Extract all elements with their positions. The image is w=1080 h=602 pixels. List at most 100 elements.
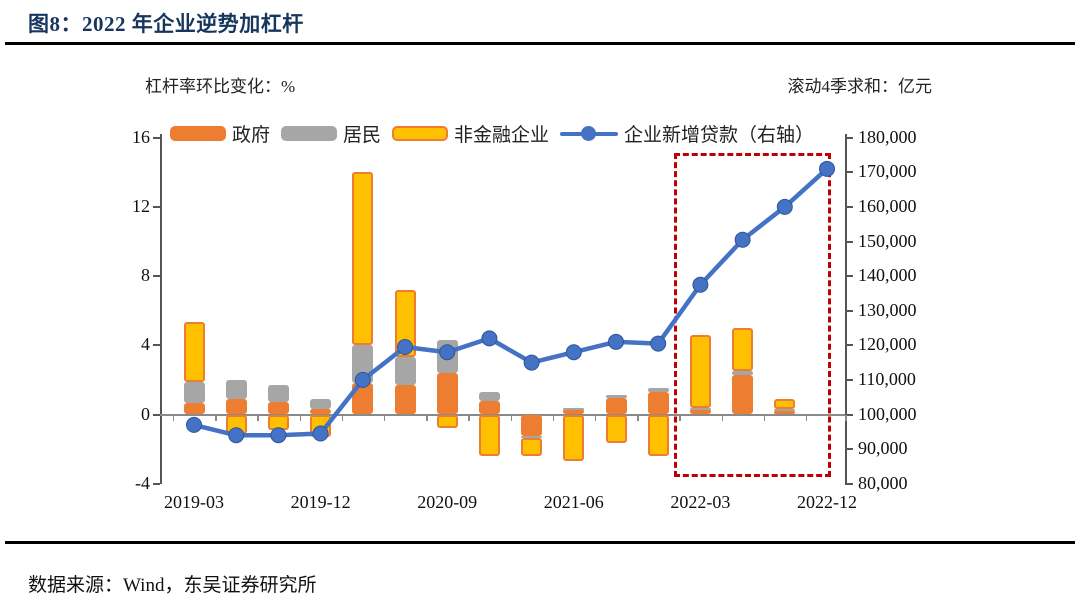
x-axis-tick (257, 414, 259, 421)
x-axis-tick (594, 414, 597, 421)
loans-point-2022-09 (776, 198, 793, 215)
right-axis-tick-label: 150,000 (858, 230, 917, 251)
bar-segment-2021-09 (605, 414, 627, 444)
highlight-box-2022 (674, 153, 831, 477)
bar-segment-2022-06 (732, 328, 754, 372)
x-axis-label: 2019-03 (164, 492, 224, 512)
x-axis-tick (721, 414, 723, 421)
bar-segment-2020-06 (394, 385, 416, 415)
left-axis-tick-label: 12 (132, 195, 150, 216)
right-axis-tick-label: 160,000 (858, 195, 917, 216)
right-axis-tick (845, 413, 853, 416)
x-axis-label: 2019-12 (290, 492, 351, 512)
loans-point-2019-06 (228, 427, 245, 444)
bar-segment-2019-06 (225, 379, 247, 399)
bar-segment-2019-12 (310, 409, 332, 415)
loans-point-2021-12 (650, 335, 667, 352)
x-axis-tick (172, 414, 175, 421)
bar-segment-2022-09 (774, 398, 796, 410)
bar-segment-2019-03 (183, 382, 205, 404)
page-title: 图8：2022 年企业逆势加杠杆 (28, 12, 304, 36)
bar-segment-2022-09 (774, 411, 796, 415)
left-axis-tick (153, 275, 160, 278)
legend-label-households: 居民 (343, 125, 382, 146)
legend-item-nonfinancial: 非金融企业 (392, 120, 549, 147)
x-axis-tick (510, 414, 512, 421)
x-axis-tick (679, 414, 681, 421)
left-axis-tick (153, 413, 160, 416)
loans-point-2021-09 (608, 333, 624, 350)
legend-item-government: 政府 (170, 120, 270, 147)
right-axis-tick-label: 120,000 (858, 334, 917, 355)
right-axis-tick-label: 130,000 (858, 299, 917, 320)
x-axis-tick (426, 414, 428, 421)
right-axis-tick (845, 240, 853, 243)
right-axis-tick (845, 309, 853, 312)
bar-segment-2021-03 (521, 437, 543, 456)
x-axis-tick (299, 414, 301, 421)
bar-segment-2020-06 (394, 357, 416, 386)
bar-segment-2021-03 (521, 436, 543, 439)
right-axis-tick (845, 378, 853, 381)
loans-point-2022-12 (819, 160, 835, 177)
x-axis-tick (215, 414, 217, 421)
bar-segment-2019-12 (310, 398, 332, 410)
right-axis-tick-label: 170,000 (858, 161, 917, 182)
left-axis-tick-label: 4 (141, 334, 150, 355)
bar-segment-2020-06 (394, 289, 416, 358)
top-rule (5, 42, 1075, 45)
bar-segment-2020-09 (436, 372, 458, 415)
legend-item-households: 居民 (281, 120, 381, 147)
right-axis-tick-label: 90,000 (858, 438, 908, 459)
bottom-rule (5, 541, 1075, 544)
right-axis-tick-label: 110,000 (858, 368, 916, 389)
bar-segment-2020-03 (352, 383, 374, 415)
bar-segment-2019-06 (225, 398, 247, 415)
right-axis-tick (845, 448, 853, 451)
nonfinancial-swatch-icon (392, 126, 449, 141)
legend-label-government: 政府 (232, 125, 271, 146)
right-axis-tick (845, 136, 853, 139)
x-axis-tick (552, 414, 555, 421)
bar-segment-2021-06 (563, 409, 585, 415)
bar-segment-2020-09 (436, 414, 458, 429)
zero-baseline (160, 413, 845, 416)
bar-segment-2020-12 (478, 414, 500, 457)
bar-segment-2019-09 (267, 402, 289, 415)
right-axis-tick (845, 275, 853, 278)
loans-point-2022-03 (692, 276, 709, 293)
loans-point-2020-06 (397, 339, 413, 356)
bar-segment-2022-09 (774, 409, 796, 412)
right-axis-tick-label: 180,000 (858, 126, 917, 147)
bar-segment-2020-12 (478, 392, 500, 401)
left-axis-line (160, 134, 162, 484)
loans-point-2019-03 (186, 416, 202, 433)
left-axis-tick-label: 8 (141, 265, 150, 286)
data-source-note: 数据来源：Wind，东吴证券研究所 (28, 575, 317, 596)
bar-segment-2021-09 (605, 394, 627, 399)
bar-segment-2022-06 (732, 371, 754, 375)
left-axis-tick (153, 344, 160, 347)
x-axis-tick (468, 414, 470, 421)
bar-segment-2021-12 (647, 392, 669, 415)
right-axis-unit-label: 滚动4季求和：亿元 (787, 77, 933, 96)
right-axis-tick (845, 171, 853, 174)
loans-point-2019-12 (312, 425, 329, 442)
bar-segment-2020-03 (352, 172, 374, 346)
bar-segment-2022-03 (689, 409, 711, 415)
legend-label-loans-line: 企业新增贷款（右轴） (624, 125, 815, 146)
x-axis-label: 2021-06 (543, 492, 604, 512)
right-axis-tick (845, 205, 853, 208)
bar-segment-2022-03 (689, 407, 711, 410)
left-axis-unit-label: 杠杆率环比变化：% (145, 77, 296, 96)
right-axis-tick (845, 482, 853, 485)
loans-point-2020-03 (354, 371, 371, 388)
x-axis-tick (383, 414, 386, 421)
bar-segment-2021-09 (605, 398, 627, 415)
legend: 政府 居民 非金融企业 企业新增贷款（右轴） (170, 120, 814, 147)
left-axis-tick-label: 16 (132, 126, 150, 147)
bar-segment-2019-09 (267, 385, 289, 403)
right-axis-tick-label: 100,000 (858, 403, 917, 424)
